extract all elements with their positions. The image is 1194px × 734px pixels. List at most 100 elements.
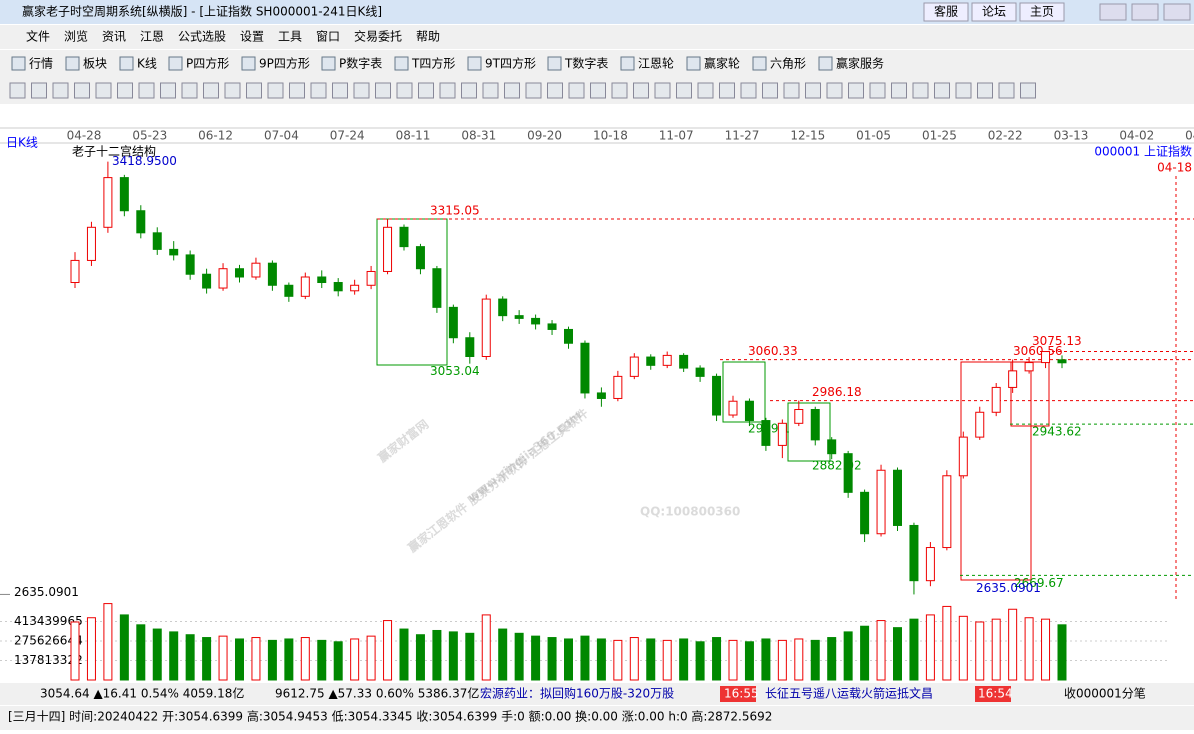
- tool-icon[interactable]: [654, 82, 671, 99]
- tool-icon[interactable]: [719, 82, 735, 99]
- candle-body: [383, 226, 393, 272]
- tool-icon[interactable]: [633, 82, 649, 99]
- tool-icon[interactable]: [869, 82, 886, 99]
- window-button[interactable]: [971, 2, 1017, 22]
- tool-icon[interactable]: [934, 82, 950, 99]
- menu-item[interactable]: 资讯: [102, 30, 126, 44]
- status-link[interactable]: 收000001分笔: [1064, 686, 1146, 701]
- tool-icon[interactable]: [611, 82, 628, 99]
- tool-icon[interactable]: [267, 82, 284, 99]
- window-button-label[interactable]: 客服: [934, 4, 958, 19]
- tool-icon[interactable]: [9, 82, 26, 99]
- tool-icon[interactable]: [848, 82, 864, 99]
- tool-icon[interactable]: [1020, 82, 1036, 99]
- tool-icon[interactable]: [977, 82, 993, 99]
- tool-icon[interactable]: [697, 82, 714, 99]
- toolbar-label[interactable]: 赢家服务: [836, 56, 884, 71]
- tool-icon[interactable]: [482, 82, 499, 99]
- volume-bar: [629, 637, 639, 681]
- toolbar-label[interactable]: 行情: [29, 57, 53, 71]
- window-button[interactable]: [1019, 2, 1065, 22]
- toolbar-icon[interactable]: [119, 56, 134, 71]
- tool-icon[interactable]: [138, 82, 155, 99]
- tool-icon[interactable]: [396, 82, 413, 99]
- toolbar-icon[interactable]: [241, 56, 256, 71]
- tool-icon[interactable]: [310, 82, 327, 99]
- menu-item[interactable]: 浏览: [64, 29, 88, 44]
- tool-icon[interactable]: [504, 82, 520, 99]
- tool-icon[interactable]: [998, 82, 1015, 99]
- toolbar-label[interactable]: K线: [137, 57, 157, 71]
- window-control[interactable]: [1163, 3, 1191, 21]
- toolbar-icon[interactable]: [168, 56, 183, 71]
- menu-item[interactable]: 窗口: [316, 30, 340, 44]
- tool-icon[interactable]: [547, 82, 563, 99]
- tool-icon[interactable]: [826, 82, 843, 99]
- volume-bar: [366, 635, 376, 681]
- tool-icon[interactable]: [418, 82, 434, 99]
- toolbar-icon[interactable]: [65, 56, 80, 71]
- toolbar-icon[interactable]: [818, 56, 833, 71]
- tool-icon[interactable]: [289, 82, 305, 99]
- toolbar-label[interactable]: 江恩轮: [638, 57, 674, 71]
- tool-icon[interactable]: [590, 82, 606, 99]
- tool-icon[interactable]: [676, 82, 692, 99]
- tool-icon[interactable]: [353, 82, 370, 99]
- menu-item[interactable]: 工具: [278, 30, 302, 44]
- toolbar-label[interactable]: 赢家轮: [704, 56, 740, 71]
- toolbar-label[interactable]: 9T四方形: [485, 56, 536, 71]
- toolbar-icon[interactable]: [321, 56, 336, 71]
- tool-icon[interactable]: [95, 82, 112, 99]
- menu-item[interactable]: 设置: [240, 30, 264, 44]
- level-label: 2986.18: [812, 385, 862, 399]
- toolbar-icon[interactable]: [547, 56, 562, 71]
- menu-item[interactable]: 文件: [26, 29, 50, 44]
- window-button-label[interactable]: 主页: [1030, 5, 1054, 19]
- toolbar-label[interactable]: T数字表: [564, 56, 608, 71]
- toolbar-label[interactable]: P数字表: [339, 56, 382, 71]
- toolbar-label[interactable]: P四方形: [186, 56, 229, 71]
- tool-icon[interactable]: [955, 82, 972, 99]
- menu-item[interactable]: 交易委托: [354, 29, 402, 44]
- toolbar-label[interactable]: 六角形: [770, 57, 806, 71]
- tool-icon[interactable]: [203, 82, 219, 99]
- menu-item[interactable]: 公式选股: [178, 30, 226, 44]
- window-button[interactable]: [923, 2, 969, 22]
- tool-icon[interactable]: [568, 82, 585, 99]
- tool-icon[interactable]: [332, 82, 348, 99]
- tool-icon[interactable]: [117, 82, 133, 99]
- menu-item[interactable]: 帮助: [416, 30, 440, 44]
- tool-icon[interactable]: [31, 82, 47, 99]
- tool-icon[interactable]: [891, 82, 907, 99]
- tool-icon[interactable]: [805, 82, 821, 99]
- toolbar-icon[interactable]: [752, 56, 767, 71]
- tool-icon[interactable]: [375, 82, 391, 99]
- tool-icon[interactable]: [74, 82, 90, 99]
- tool-icon[interactable]: [525, 82, 542, 99]
- tool-icon[interactable]: [52, 82, 69, 99]
- tool-icon[interactable]: [181, 82, 198, 99]
- toolbar-icon[interactable]: [467, 56, 482, 71]
- toolbar-icon[interactable]: [620, 56, 635, 71]
- volume-bar: [284, 638, 294, 681]
- window-button-label[interactable]: 论坛: [982, 5, 1006, 19]
- candle-body: [909, 524, 919, 582]
- tool-icon[interactable]: [439, 82, 456, 99]
- toolbar-icon[interactable]: [686, 56, 701, 71]
- toolbar-label[interactable]: T四方形: [411, 56, 455, 71]
- tool-icon[interactable]: [246, 82, 262, 99]
- toolbar-icon[interactable]: [394, 56, 409, 71]
- tool-icon[interactable]: [912, 82, 929, 99]
- toolbar-label[interactable]: 9P四方形: [259, 56, 310, 71]
- tool-icon[interactable]: [762, 82, 778, 99]
- window-control[interactable]: [1131, 3, 1159, 21]
- tool-icon[interactable]: [160, 82, 176, 99]
- tool-icon[interactable]: [224, 82, 241, 99]
- toolbar-label[interactable]: 板块: [83, 57, 107, 71]
- menu-item[interactable]: 江恩: [140, 30, 164, 44]
- toolbar-icon[interactable]: [11, 56, 26, 71]
- tool-icon[interactable]: [461, 82, 477, 99]
- window-control[interactable]: [1099, 3, 1127, 21]
- tool-icon[interactable]: [740, 82, 757, 99]
- tool-icon[interactable]: [783, 82, 800, 99]
